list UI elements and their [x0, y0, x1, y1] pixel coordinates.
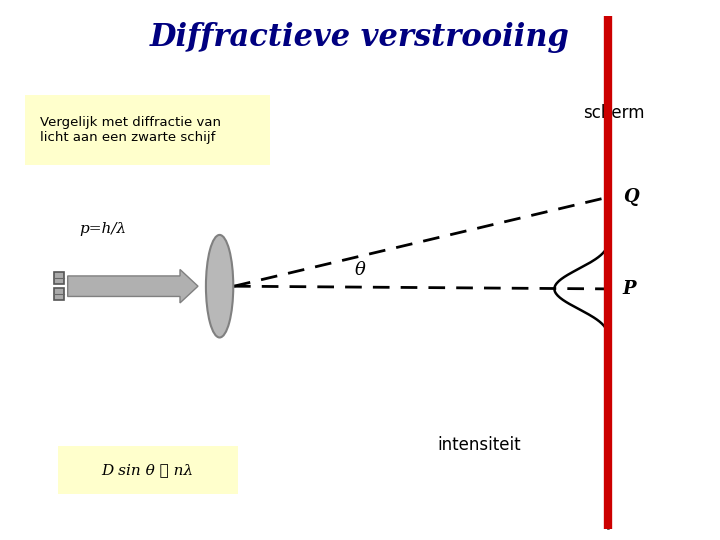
- FancyBboxPatch shape: [58, 446, 238, 494]
- FancyArrow shape: [68, 269, 198, 303]
- Ellipse shape: [206, 235, 233, 338]
- Text: D sin θ ≅ nλ: D sin θ ≅ nλ: [102, 463, 194, 477]
- Text: P: P: [623, 280, 636, 298]
- FancyBboxPatch shape: [25, 94, 270, 165]
- Text: Diffractieve verstrooiing: Diffractieve verstrooiing: [150, 22, 570, 53]
- Text: scherm: scherm: [583, 104, 644, 123]
- Text: Q: Q: [623, 188, 639, 206]
- Bar: [54, 272, 64, 284]
- Text: Vergelijk met diffractie van
licht aan een zwarte schijf: Vergelijk met diffractie van licht aan e…: [40, 116, 220, 144]
- Bar: [54, 288, 64, 300]
- Text: θ: θ: [354, 261, 366, 279]
- Text: intensiteit: intensiteit: [437, 436, 521, 455]
- Text: p=h/λ: p=h/λ: [79, 222, 126, 237]
